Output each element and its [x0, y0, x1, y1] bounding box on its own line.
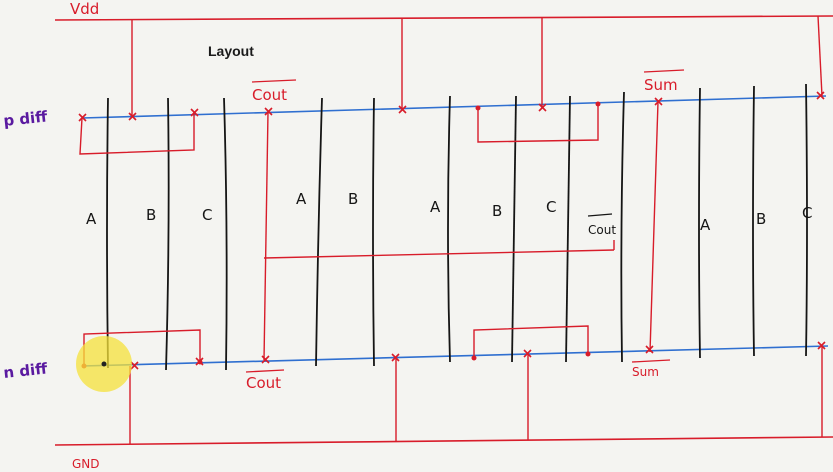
cout-wire: [263, 249, 615, 259]
gate-label: B: [492, 202, 502, 220]
sum-bar-top-label: Sum: [644, 76, 678, 94]
vdd-contact-wire: [817, 15, 823, 97]
contact: [398, 105, 407, 114]
gate-label: B: [348, 190, 358, 208]
contact: [645, 345, 654, 354]
p-strap: [477, 104, 599, 143]
cout-bar-top-label: Cout: [252, 86, 287, 104]
cout-bar-mid-label: Cout: [588, 223, 616, 237]
contact: [523, 349, 532, 358]
contacts: [78, 91, 826, 370]
diagram-title: Layout: [208, 43, 254, 59]
gate-label: A: [700, 216, 711, 234]
gate-label: B: [146, 206, 156, 224]
gate-label: C: [202, 206, 212, 224]
contact: [190, 108, 199, 117]
poly-gate: [565, 95, 571, 363]
poly-gate: [752, 85, 755, 357]
p-diffusion: [81, 95, 827, 119]
gate-label: C: [802, 204, 812, 222]
contact: [261, 355, 270, 364]
overbar: [643, 69, 685, 73]
metal-wires: [79, 15, 823, 444]
vdd-rail: [54, 15, 833, 21]
poly-gate: [165, 97, 170, 371]
p-diff-label: p diff: [3, 107, 49, 130]
n-diff-label: n diff: [3, 359, 49, 382]
cursor-dot: [101, 361, 107, 367]
sum-wire: [649, 101, 659, 353]
contact: [264, 107, 273, 116]
contact: [816, 91, 825, 100]
n-diffusion: [81, 345, 829, 367]
gnd-label: GND: [72, 457, 100, 471]
gate-label: C: [546, 198, 556, 216]
poly-gate: [620, 91, 625, 363]
gnd-rail: [54, 436, 833, 446]
contact: [130, 361, 139, 370]
cout-wire: [263, 111, 269, 361]
cout-bar-bottom-label: Cout: [246, 374, 281, 392]
poly-gate: [315, 97, 323, 367]
p-strap: [79, 112, 195, 155]
n-strap: [473, 325, 589, 358]
gate-label: A: [296, 190, 307, 208]
poly-gate: [698, 87, 701, 359]
poly-gate: [106, 97, 109, 369]
contact: [538, 103, 547, 112]
contact: [817, 341, 826, 350]
poly-gate: [372, 97, 375, 367]
gate-label: A: [86, 210, 97, 228]
poly-gate: [511, 95, 517, 363]
overbar: [251, 79, 297, 83]
contact: [128, 112, 137, 121]
contact: [654, 97, 663, 106]
poly-gate: [447, 95, 451, 363]
gate-label: B: [756, 210, 766, 228]
contact: [391, 353, 400, 362]
gate-label: A: [430, 198, 441, 216]
overbar: [245, 369, 285, 373]
overbar: [587, 213, 613, 217]
poly-gates: [106, 83, 808, 371]
contact: [78, 113, 87, 122]
poly-gate: [223, 97, 228, 371]
poly-gate: [805, 83, 808, 357]
overbar: [631, 359, 671, 363]
vdd-label: Vdd: [70, 0, 99, 18]
sum-bar-bottom-label: Sum: [632, 365, 659, 379]
